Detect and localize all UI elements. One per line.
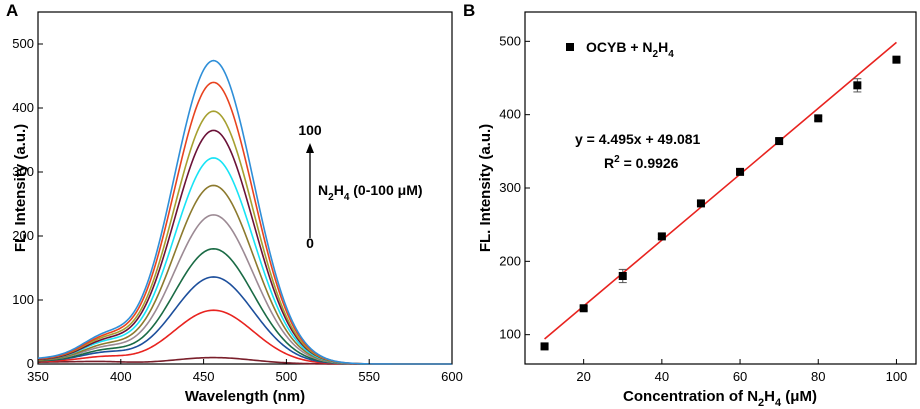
plot-a-y-ticks: 0 100 200 300 400 500 (12, 36, 43, 371)
plot-b-y-ticks: 100 200 300 400 500 (499, 33, 530, 342)
plot-a-x-tick-label: 450 (193, 369, 215, 384)
spectrum-line-0 (37, 356, 452, 365)
arrow-top-label: 100 (298, 122, 322, 138)
plot-b-y-tick-label: 200 (499, 253, 521, 268)
data-point-3 (657, 232, 666, 241)
data-point-0 (540, 342, 549, 351)
data-point-1 (579, 304, 588, 313)
data-point-8 (853, 81, 862, 90)
plot-a-x-tick-label: 350 (27, 369, 49, 384)
spectra-curves (37, 59, 452, 365)
plot-a-y-axis-title: FL. Intensity (a.u.) (12, 124, 29, 252)
concentration-arrow-annotation: 100 0 N2H4 (0-100 μM) (298, 122, 422, 251)
plot-a-y-tick-label: 0 (27, 356, 34, 371)
spectrum-line-9 (37, 81, 452, 365)
data-point-6 (775, 137, 784, 146)
plot-b-x-tick-label: 100 (886, 369, 908, 384)
data-point-5 (736, 167, 745, 176)
plot-a-y-tick-label: 100 (12, 292, 34, 307)
species-label: N2H4 (0-100 μM) (318, 182, 423, 203)
fit-equation: y = 4.495x + 49.081 (575, 131, 701, 147)
legend-label: OCYB + N2H4 (586, 39, 674, 60)
plot-b-y-tick-label: 100 (499, 327, 521, 342)
plot-a-x-ticks: 350 400 450 500 550 600 (27, 359, 463, 384)
plot-b-y-tick-label: 400 (499, 107, 521, 122)
plot-a-y-tick-label: 300 (12, 164, 34, 179)
data-point-9 (892, 55, 901, 64)
plot-a-x-tick-label: 550 (358, 369, 380, 384)
spectrum-line-7 (37, 129, 452, 365)
data-point-4 (696, 199, 705, 208)
plot-b-x-tick-label: 20 (576, 369, 590, 384)
legend-square-marker-icon (566, 43, 574, 51)
plot-a-y-tick-label: 500 (12, 36, 34, 51)
plot-b-x-tick-label: 40 (655, 369, 669, 384)
plot-b-x-axis-title: Concentration of N2H4 (μM) (623, 388, 817, 409)
data-point-7 (814, 114, 823, 123)
plot-a-frame (37, 11, 453, 365)
data-points (540, 55, 901, 351)
plot-b-x-tick-label: 60 (733, 369, 747, 384)
plot-a-x-tick-label: 500 (276, 369, 298, 384)
legend: OCYB + N2H4 (566, 39, 674, 60)
plot-b-y-tick-label: 500 (499, 33, 521, 48)
fit-line-group (544, 41, 897, 340)
spectra-plot: 350 400 450 500 550 600 0 100 200 300 400 500 Wave… (12, 11, 463, 405)
spectrum-line-8 (37, 110, 452, 365)
data-point-2 (618, 272, 627, 280)
plot-b-x-tick-label: 80 (811, 369, 825, 384)
r-squared: R2 = 0.9926 (604, 154, 679, 171)
spectrum-line-2 (37, 276, 452, 365)
arrow-bottom-label: 0 (306, 235, 314, 251)
plot-b-y-tick-label: 300 (499, 180, 521, 195)
plot-a-x-tick-label: 400 (110, 369, 132, 384)
arrow-head-icon (306, 143, 314, 153)
panel-a-label: A (6, 1, 18, 20)
plot-a-y-tick-label: 200 (12, 228, 34, 243)
linear-fit-line (544, 41, 897, 340)
panel-b-label: B (463, 1, 475, 20)
plot-a-y-tick-label: 400 (12, 100, 34, 115)
plot-b-x-ticks: 20 40 60 80 100 (576, 359, 907, 384)
plot-b-y-axis-title: FL. Intensity (a.u.) (477, 124, 494, 252)
plot-a-x-tick-label: 600 (441, 369, 463, 384)
spectrum-line-10 (37, 59, 452, 365)
plot-a-x-axis-title: Wavelength (nm) (185, 388, 305, 405)
